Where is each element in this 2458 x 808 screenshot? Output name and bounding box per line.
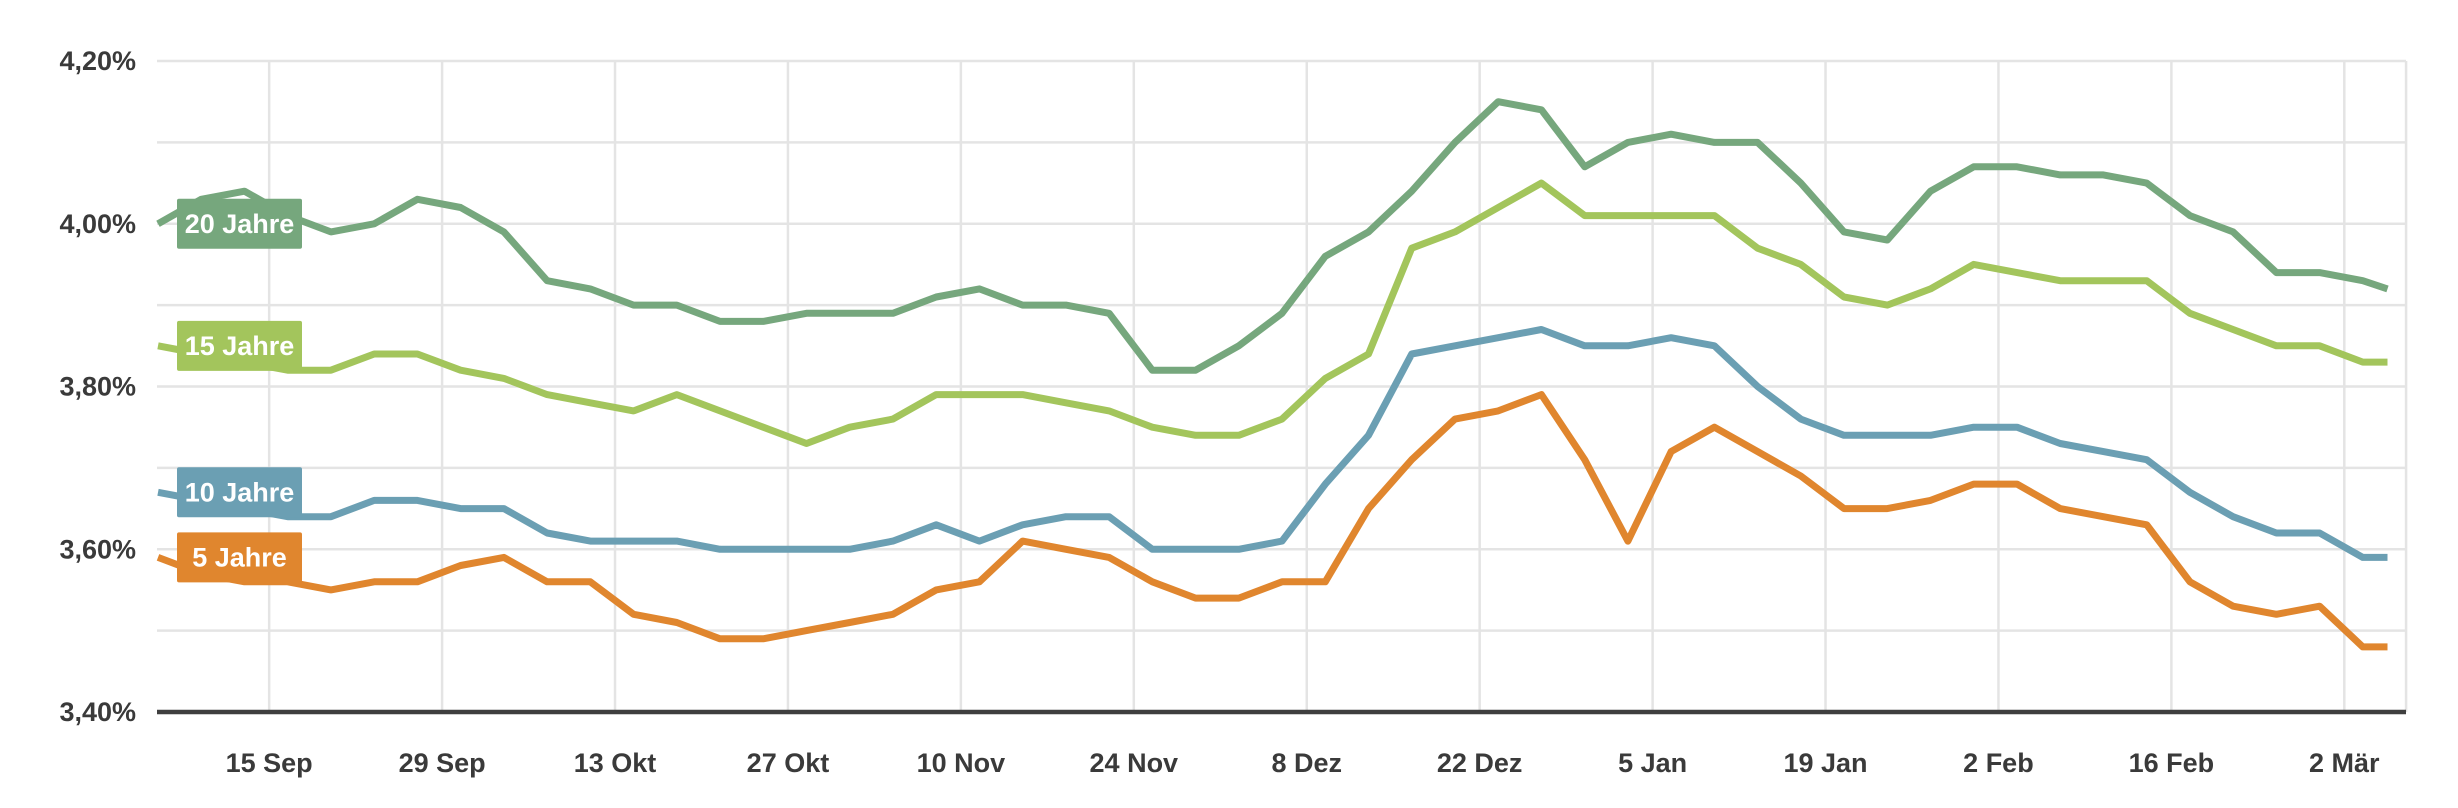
series-line-10-jahre [157, 326, 2388, 561]
x-axis-label: 2 Mär [2309, 748, 2380, 778]
x-axis-label: 24 Nov [1090, 748, 1179, 778]
x-axis-label: 13 Okt [574, 748, 657, 778]
series-line-15-jahre [157, 179, 2388, 447]
series-badge-label-20-jahre: 20 Jahre [185, 209, 295, 239]
series-line-20-jahre [156, 98, 2389, 374]
x-axis-label: 22 Dez [1437, 748, 1523, 778]
series-badge-label-10-jahre: 10 Jahre [185, 477, 295, 507]
x-axis-label: 19 Jan [1783, 748, 1867, 778]
series-badge-20-jahre [177, 198, 302, 249]
y-axis-label: 4,20% [59, 46, 136, 76]
x-axis-label: 27 Okt [747, 748, 830, 778]
x-axis-label: 8 Dez [1271, 748, 1342, 778]
x-axis-label: 16 Feb [2129, 748, 2215, 778]
series-line-5-jahre [156, 391, 2388, 651]
x-axis-label: 2 Feb [1963, 748, 2034, 778]
y-axis-label: 3,80% [59, 372, 136, 402]
y-axis-label: 3,60% [59, 534, 136, 564]
series-badge-label-15-jahre: 15 Jahre [185, 331, 295, 361]
x-axis-label: 5 Jan [1618, 748, 1687, 778]
y-axis-label: 3,40% [59, 697, 136, 727]
series-badge-label-5-jahre: 5 Jahre [192, 542, 287, 572]
series-badge-10-jahre [177, 467, 302, 518]
x-axis-label: 29 Sep [399, 748, 486, 778]
x-axis-label: 15 Sep [226, 748, 313, 778]
y-axis-label: 4,00% [59, 209, 136, 239]
series-badge-15-jahre [177, 320, 302, 371]
x-axis-label: 10 Nov [917, 748, 1006, 778]
series-badge-5-jahre [177, 532, 302, 583]
